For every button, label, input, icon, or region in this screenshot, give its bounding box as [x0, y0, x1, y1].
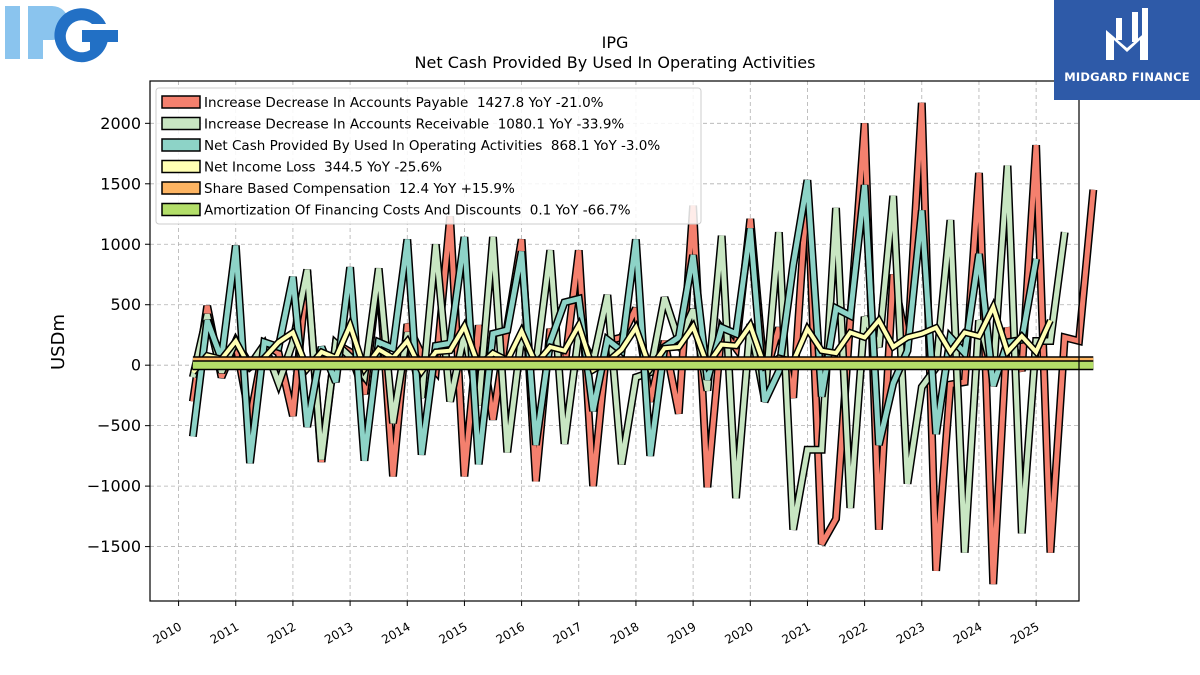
- series-line: [190, 179, 1039, 465]
- y-tick-label: 0: [131, 356, 141, 375]
- x-tick-label: 2014: [379, 619, 412, 646]
- x-tick-label: 2010: [151, 619, 184, 646]
- x-tick-label: 2015: [436, 619, 469, 646]
- x-tick-label: 2020: [722, 619, 755, 646]
- x-tick-label: 2012: [265, 619, 298, 646]
- y-tick-label: 2000: [100, 114, 141, 133]
- legend-label: Increase Decrease In Accounts Payable 14…: [204, 95, 604, 111]
- y-axis-label: USDm: [48, 314, 69, 370]
- legend-box: [155, 87, 702, 225]
- series-2: [188, 179, 1041, 465]
- legend-swatch: [161, 95, 201, 109]
- midgard-finance-logo: MIDGARD FINANCE: [1054, 0, 1200, 100]
- midgard-emblem-icon: [1106, 8, 1148, 60]
- legend-label: Net Income Loss 344.5 YoY -25.6%: [204, 160, 442, 176]
- ipg-logo-mark: [5, 6, 118, 63]
- legend-label: Increase Decrease In Accounts Receivable…: [204, 117, 624, 133]
- y-tick-label: 1500: [100, 174, 141, 193]
- legend-swatch: [161, 181, 201, 195]
- plot-frame: [149, 80, 1080, 602]
- legend-label: Share Based Compensation 12.4 YoY +15.9%: [204, 181, 515, 197]
- y-tick-label: −1500: [87, 537, 141, 556]
- midgard-brand-text: MIDGARD FINANCE: [1064, 70, 1190, 84]
- x-tick-label: 2023: [894, 619, 927, 646]
- legend-label: Amortization Of Financing Costs And Disc…: [204, 203, 631, 219]
- x-tick-label: 2017: [551, 619, 584, 646]
- legend-label: Net Cash Provided By Used In Operating A…: [204, 138, 660, 154]
- x-tick-label: 2019: [665, 619, 698, 646]
- y-tick-label: 1000: [100, 235, 141, 254]
- legend-swatch: [161, 138, 201, 152]
- x-tick-label: 2025: [1008, 619, 1041, 646]
- x-tick-label: 2024: [951, 619, 984, 646]
- series-layer: [188, 102, 1098, 585]
- x-tick-label: 2018: [608, 619, 641, 646]
- y-tick-label: 500: [110, 295, 141, 314]
- x-tick-label: 2011: [208, 619, 241, 646]
- chart-subtitle: Net Cash Provided By Used In Operating A…: [415, 53, 816, 72]
- x-tick-label: 2013: [322, 619, 355, 646]
- x-tick-label: 2021: [779, 619, 812, 646]
- legend-swatch: [161, 202, 201, 217]
- y-tick-label: −1000: [87, 477, 141, 496]
- x-tick-label: 2016: [494, 619, 527, 646]
- x-tick-label: 2022: [837, 619, 870, 646]
- ipg-logo: [0, 0, 125, 65]
- y-tick-label: −500: [97, 416, 141, 435]
- legend: Increase Decrease In Accounts Payable 14…: [155, 87, 702, 225]
- chart-title: IPG: [602, 33, 629, 52]
- legend-swatch: [161, 159, 201, 174]
- legend-swatch: [161, 116, 201, 131]
